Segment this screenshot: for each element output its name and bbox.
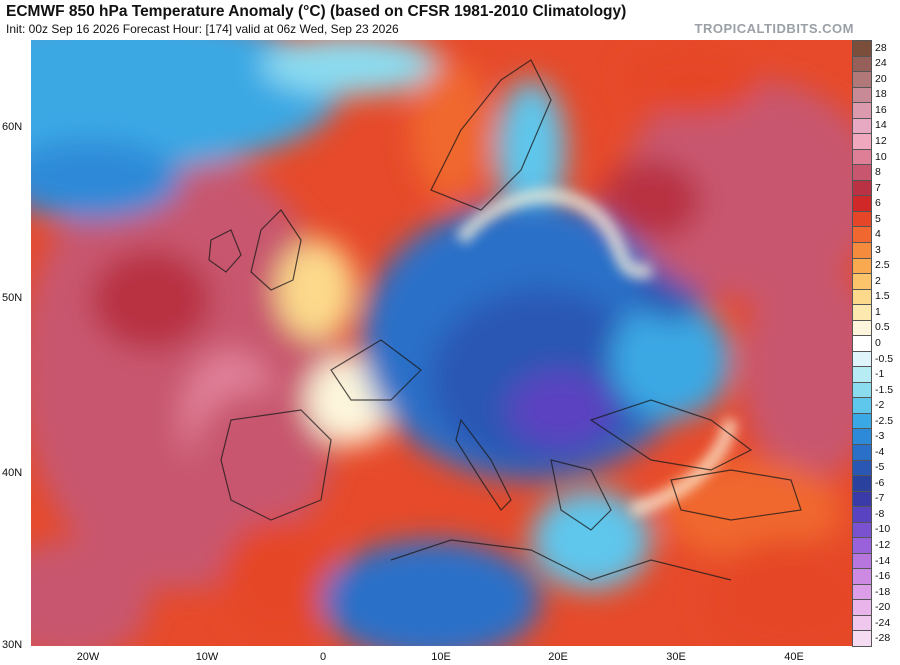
colorbar-tick-label: -4: [875, 445, 885, 458]
colorbar-tick-label: -2.5: [875, 414, 894, 427]
colorbar-swatch: [852, 133, 872, 150]
colorbar-swatch: [852, 226, 872, 243]
colorbar-swatch: [852, 210, 872, 228]
lon-label-0: 0: [319, 651, 327, 663]
colorbar-swatch: [852, 521, 872, 539]
colorbar-tick-label: 3: [875, 243, 881, 256]
colorbar-swatch: [852, 381, 872, 399]
lat-label-50n: 50N: [2, 292, 23, 304]
lon-label-20e: 20E: [548, 651, 568, 663]
chart-header: ECMWF 850 hPa Temperature Anomaly (°C) (…: [0, 0, 900, 40]
colorbar-swatch: [852, 288, 872, 306]
colorbar-tick-label: -10: [875, 523, 891, 536]
anomaly-map-svg: [31, 40, 852, 646]
colorbar-swatch: [852, 102, 872, 119]
colorbar-tick-label: 7: [875, 181, 881, 194]
colorbar-swatch: [852, 412, 872, 430]
colorbar-swatch: [852, 242, 872, 259]
colorbar-swatch: [852, 397, 872, 414]
colorbar-swatch: [852, 537, 872, 554]
colorbar-swatch: [852, 568, 872, 585]
lon-label-10w: 10W: [195, 651, 219, 663]
lon-label-30e: 30E: [666, 651, 686, 663]
colorbar-tick-label: 1.5: [875, 290, 890, 303]
colorbar-tick-label: 8: [875, 166, 881, 179]
anomaly-map: [31, 40, 852, 646]
colorbar-swatch: [852, 335, 872, 352]
colorbar-swatch: [852, 490, 872, 508]
colorbar-swatch: [852, 459, 872, 477]
colorbar-swatch: [852, 164, 872, 181]
colorbar-swatch: [852, 428, 872, 445]
colorbar-tick-label: 1: [875, 305, 881, 318]
lon-label-10e: 10E: [431, 651, 451, 663]
colorbar-tick-label: -20: [875, 601, 891, 614]
colorbar-tick-label: 2: [875, 274, 881, 287]
colorbar-tick-label: 0.5: [875, 321, 890, 334]
colorbar-tick-label: -12: [875, 539, 891, 551]
colorbar-swatch: [852, 506, 872, 523]
colorbar-tick-label: -18: [875, 585, 891, 598]
colorbar-tick-label: 14: [875, 119, 887, 132]
colorbar-tick-label: -8: [875, 507, 885, 520]
colorbar-swatch: [852, 599, 872, 616]
lat-label-30n: 30N: [2, 639, 23, 651]
colorbar-swatch: [852, 583, 872, 601]
colorbar-tick-label: 4: [875, 228, 881, 241]
colorbar-swatch: [852, 319, 872, 337]
colorbar-swatch: [852, 117, 872, 135]
colorbar-tick-label: -14: [875, 554, 891, 567]
coastlines: [208, 59, 802, 581]
colorbar-swatch: [852, 475, 872, 492]
colorbar: 28 24 20 18 16 14 12 10 8 7 6 5 4 3 2.5 2 1.5 1 0.5 0 -0.5 -1…: [852, 40, 900, 647]
brand-watermark: TROPICALTIDBITS.COM: [694, 21, 854, 36]
colorbar-swatch: [852, 304, 872, 321]
colorbar-swatch: [852, 195, 872, 212]
colorbar-tick-label: 5: [875, 212, 881, 225]
colorbar-tick-label: 6: [875, 197, 881, 210]
colorbar-swatch: [852, 71, 872, 88]
colorbar-tick-label: 20: [875, 72, 887, 85]
lon-label-20w: 20W: [76, 651, 100, 663]
colorbar-tick-label: -1: [875, 368, 885, 381]
colorbar-swatch: [852, 366, 872, 383]
colorbar-swatch: [852, 552, 872, 570]
colorbar-swatch: [852, 86, 872, 104]
map-title: ECMWF 850 hPa Temperature Anomaly (°C) (…: [6, 3, 627, 20]
colorbar-swatch: [852, 179, 872, 197]
colorbar-swatch: [852, 630, 872, 647]
lat-label-60n: 60N: [2, 121, 23, 133]
colorbar-swatch: [852, 55, 872, 73]
colorbar-tick-label: -6: [875, 476, 885, 489]
colorbar-tick-label: -24: [875, 616, 891, 629]
anomaly-field: [31, 40, 852, 646]
colorbar-tick-label: -5: [875, 461, 885, 474]
colorbar-swatch: [852, 444, 872, 461]
colorbar-swatch: [852, 614, 872, 632]
colorbar-tick-label: -3: [875, 430, 885, 443]
colorbar-tick-label: 10: [875, 150, 887, 163]
colorbar-tick-label: -2: [875, 399, 885, 412]
colorbar-tick-label: 18: [875, 88, 887, 101]
colorbar-tick-label: -28: [875, 632, 891, 645]
colorbar-tick-label: 24: [875, 57, 887, 70]
colorbar-tick-label: -7: [875, 492, 885, 505]
colorbar-tick-label: 28: [875, 41, 887, 54]
colorbar-tick-label: 12: [875, 135, 887, 147]
colorbar-tick-label: -0.5: [875, 352, 894, 365]
lat-label-40n: 40N: [2, 467, 23, 479]
colorbar-swatch: [852, 40, 872, 57]
colorbar-tick-label: 16: [875, 103, 887, 116]
colorbar-swatch: [852, 350, 872, 368]
colorbar-tick-label: -16: [875, 570, 891, 583]
colorbar-swatch: [852, 257, 872, 275]
colorbar-tick-label: 2.5: [875, 259, 890, 272]
transition-band: [455, 188, 738, 517]
colorbar-tick-label: 0: [875, 337, 881, 349]
lon-label-40e: 40E: [784, 651, 804, 663]
colorbar-swatch: [852, 148, 872, 166]
colorbar-swatch: [852, 273, 872, 290]
colorbar-tick-label: -1.5: [875, 383, 894, 396]
map-subtitle: Init: 00z Sep 16 2026 Forecast Hour: [17…: [6, 22, 399, 36]
